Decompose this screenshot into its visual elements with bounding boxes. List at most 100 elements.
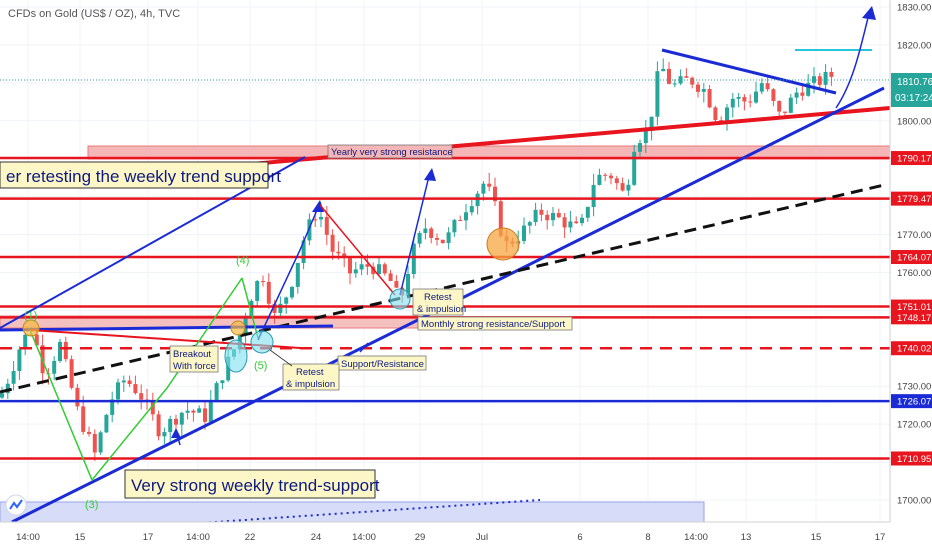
candle-body bbox=[527, 222, 532, 226]
candle-body bbox=[353, 269, 358, 274]
candle-body bbox=[806, 82, 811, 96]
candle-body bbox=[464, 212, 468, 221]
candle-body bbox=[17, 349, 22, 372]
banner-bottom-box bbox=[124, 469, 376, 499]
candle-body bbox=[794, 92, 799, 98]
candle-body bbox=[313, 219, 318, 221]
candle-body bbox=[429, 228, 434, 238]
y-tick-label: 1820.00 bbox=[897, 40, 931, 51]
y-tick-label: 1730.00 bbox=[897, 382, 931, 393]
candle-body bbox=[568, 221, 573, 228]
x-tick-label: 6 bbox=[577, 532, 582, 543]
candle-body bbox=[324, 216, 329, 235]
monthly-support-line bbox=[0, 324, 334, 332]
candle-body bbox=[533, 209, 538, 223]
x-tick-label: 17 bbox=[875, 532, 886, 543]
candle-body bbox=[104, 414, 109, 433]
level-tag-label: 1790.17 bbox=[897, 154, 931, 165]
elliott-wave-path bbox=[29, 277, 243, 482]
candle-body bbox=[272, 303, 277, 313]
candle-body bbox=[423, 228, 428, 233]
candle-body bbox=[614, 178, 619, 184]
banner-top-box bbox=[0, 161, 269, 189]
candle-body bbox=[545, 214, 550, 221]
elliott-wave-path-end bbox=[241, 277, 259, 339]
symbol-title: CFDs on Gold (US$ / OZ), 4h, TVC bbox=[8, 8, 180, 20]
candle-body bbox=[498, 201, 503, 237]
support-resistance-label: Support/Resistance bbox=[341, 359, 424, 370]
candle-body bbox=[696, 84, 700, 92]
plot-area[interactable] bbox=[0, 0, 890, 522]
candle-body bbox=[661, 68, 666, 72]
level-tag-label: 1740.02 bbox=[897, 344, 931, 355]
y-tick-label: 1720.00 bbox=[897, 420, 931, 431]
candle-body bbox=[359, 264, 364, 270]
last-price: 1810.76 bbox=[897, 77, 932, 88]
candle-body bbox=[377, 264, 381, 275]
candle-body bbox=[417, 232, 422, 244]
candle-body bbox=[110, 399, 115, 415]
retest-circle bbox=[389, 288, 411, 310]
candle-body bbox=[156, 414, 161, 437]
candle-body bbox=[539, 209, 544, 215]
candle-body bbox=[191, 410, 196, 413]
candle-body bbox=[551, 213, 555, 221]
candle-body bbox=[319, 216, 323, 220]
candle-body bbox=[295, 262, 300, 287]
candle-body bbox=[162, 432, 167, 437]
candle-body bbox=[603, 174, 608, 176]
level-tag bbox=[891, 151, 932, 166]
level-tag bbox=[891, 250, 932, 265]
candle-body bbox=[116, 382, 120, 400]
bar-countdown: 03:17:24 bbox=[895, 93, 932, 104]
candle-body bbox=[562, 217, 567, 228]
candle-body bbox=[185, 410, 190, 413]
candle-body bbox=[255, 280, 260, 301]
retest-lower-box bbox=[282, 363, 340, 391]
candle-body bbox=[174, 418, 178, 425]
level-tag bbox=[891, 394, 932, 409]
x-tick-label: 15 bbox=[811, 532, 822, 543]
candle-body bbox=[203, 408, 207, 422]
wave-5-label: (5) bbox=[254, 360, 267, 372]
tradingview-logo-icon[interactable] bbox=[5, 494, 27, 516]
candle-body bbox=[493, 186, 497, 202]
candle-body bbox=[52, 360, 57, 374]
monthly-label: Monthly strong resistance/Support bbox=[421, 319, 566, 330]
candle-body bbox=[382, 264, 387, 274]
candle-body bbox=[765, 83, 770, 90]
candle-body bbox=[139, 393, 144, 400]
time-axis[interactable] bbox=[0, 522, 932, 550]
candle-body bbox=[649, 116, 654, 131]
candle-body bbox=[220, 380, 225, 384]
candle-body bbox=[301, 240, 306, 263]
candle-body bbox=[783, 111, 787, 113]
y-tick-label: 1800.00 bbox=[897, 116, 931, 127]
candle-body bbox=[655, 71, 660, 117]
candle-body bbox=[777, 101, 782, 112]
candle-body bbox=[817, 76, 822, 85]
candle-body bbox=[34, 334, 39, 346]
support-resistance-box bbox=[337, 355, 427, 371]
candle-body bbox=[365, 264, 370, 267]
yearly-label-box bbox=[327, 144, 453, 159]
candle-body bbox=[284, 297, 289, 304]
candle-body bbox=[585, 207, 590, 218]
candle-body bbox=[487, 183, 492, 187]
candle-body bbox=[208, 399, 213, 422]
candle-body bbox=[214, 383, 219, 400]
candle-body bbox=[684, 76, 689, 78]
candle-body bbox=[92, 433, 97, 453]
candle-body bbox=[736, 96, 741, 99]
candle-body bbox=[226, 356, 231, 381]
wave-5-circle bbox=[250, 330, 274, 354]
candle-body bbox=[690, 77, 695, 85]
candle-body bbox=[0, 393, 4, 398]
candle-body bbox=[249, 300, 254, 316]
candle-body bbox=[75, 387, 80, 407]
monthly-label-box bbox=[417, 316, 573, 331]
grid-lines bbox=[0, 0, 890, 522]
candle-body bbox=[591, 184, 596, 208]
